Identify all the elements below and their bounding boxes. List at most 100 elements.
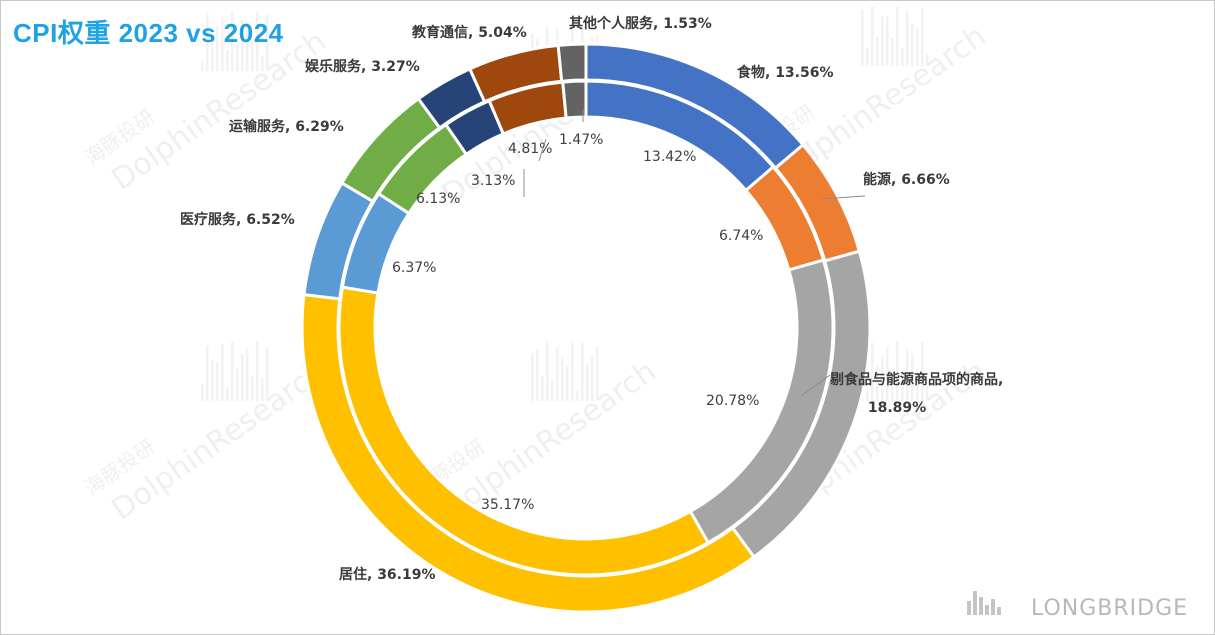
watermark-bar xyxy=(206,345,209,401)
inner-label-1: 6.74% xyxy=(719,228,763,244)
logo-text: LONGBRIDGE xyxy=(1031,596,1188,621)
watermark-bar xyxy=(551,379,554,401)
watermark-bar xyxy=(211,35,214,71)
logo-bar xyxy=(991,599,995,615)
watermark-bar xyxy=(211,359,214,401)
watermark-bar xyxy=(871,342,874,401)
outer-label-0: 食物, 13.56% xyxy=(737,64,834,81)
outer-label-6: 运输服务, 6.29% xyxy=(229,118,344,135)
watermark-bar xyxy=(241,353,244,401)
watermark-bar xyxy=(231,341,234,401)
watermark-bar xyxy=(241,19,244,71)
watermark-bar xyxy=(531,353,534,401)
watermark-bar xyxy=(246,348,249,401)
watermark-bar xyxy=(231,11,234,71)
watermark-bar xyxy=(256,11,259,72)
watermark-bar xyxy=(871,6,874,67)
watermark-bar xyxy=(921,341,924,401)
watermark-bar xyxy=(876,37,879,66)
watermark-bar xyxy=(586,364,589,401)
inner-label-5: 6.13% xyxy=(416,191,460,207)
watermark-bar xyxy=(876,365,879,401)
leader-line-1 xyxy=(800,374,831,397)
outer-label-9: 其他个人服务, 1.53% xyxy=(569,15,712,32)
logo-bar xyxy=(973,591,977,615)
watermark-bar xyxy=(236,45,239,71)
watermark-bar xyxy=(916,28,919,66)
watermark-bar xyxy=(916,369,919,401)
logo-bar xyxy=(979,597,983,615)
watermark-bar xyxy=(221,343,224,401)
watermark-bar xyxy=(906,10,909,66)
watermark-bar xyxy=(921,8,924,66)
watermark-bar xyxy=(861,10,864,66)
leader-line-5 xyxy=(370,243,375,265)
watermark-bar xyxy=(886,16,889,66)
inner-label-7: 4.81% xyxy=(508,141,552,157)
watermark-bar xyxy=(221,16,224,71)
outer-label-3: 18.89% xyxy=(868,400,926,416)
watermark-bar xyxy=(556,347,559,401)
watermark-bar xyxy=(866,48,869,66)
watermark-bar xyxy=(891,37,894,66)
watermark-bar xyxy=(881,356,884,401)
watermark-bar xyxy=(901,47,904,66)
watermark-bar xyxy=(201,61,204,71)
logo-bar xyxy=(985,605,989,615)
inner-label-6: 3.13% xyxy=(471,173,515,189)
watermark-bar xyxy=(246,22,249,71)
watermark-bar xyxy=(596,346,599,401)
watermark-bar xyxy=(911,353,914,401)
watermark-bar xyxy=(266,14,269,71)
inner-label-3: 35.17% xyxy=(481,497,534,513)
outer-label-8: 教育通信, 5.04% xyxy=(412,24,527,41)
watermark-bar xyxy=(896,6,899,67)
watermark-bar xyxy=(571,342,574,401)
leader-line-2 xyxy=(538,138,547,162)
watermark-bar xyxy=(251,376,254,401)
outer-label-1: 能源, 6.66% xyxy=(863,171,950,188)
watermark-bar xyxy=(536,349,539,401)
watermark-bar xyxy=(566,365,569,401)
inner-ring-slice-8 xyxy=(561,79,588,120)
watermark-bar xyxy=(866,390,869,401)
watermark-bar xyxy=(236,368,239,401)
watermark-bar xyxy=(901,375,904,401)
inner-label-0: 13.42% xyxy=(643,149,696,165)
watermark-bar xyxy=(926,53,929,66)
watermark-bar xyxy=(251,39,254,71)
outer-label-5: 医疗服务, 6.52% xyxy=(180,211,295,228)
watermark-bar xyxy=(576,390,579,401)
outer-label-7: 娱乐服务, 3.27% xyxy=(305,58,420,75)
watermark-bar xyxy=(896,341,899,401)
watermark-bar xyxy=(906,349,909,401)
watermark-bar xyxy=(266,347,269,401)
watermark-bar xyxy=(581,342,584,401)
logo-bar xyxy=(997,607,1001,615)
watermark-bar xyxy=(261,378,264,401)
outer-label-2: 剔食品与能源商品项的商品, xyxy=(829,371,1003,388)
watermark-bar xyxy=(541,375,544,401)
watermark-bar xyxy=(591,356,594,401)
watermark-bar xyxy=(546,341,549,401)
inner-label-8: 1.47% xyxy=(559,132,603,148)
watermark-bar xyxy=(216,26,219,71)
watermark-bar xyxy=(216,362,219,401)
watermark-bar xyxy=(261,55,264,71)
watermark-bar xyxy=(561,356,564,401)
outer-ring-slice-8 xyxy=(556,42,588,83)
longbridge-logo: LONGBRIDGE xyxy=(967,591,1188,621)
chart-title: CPI权重 2023 vs 2024 xyxy=(13,18,284,48)
watermark-bar xyxy=(891,379,894,401)
watermark-bar xyxy=(911,23,914,66)
watermark-bar xyxy=(881,16,884,67)
watermark-bar xyxy=(256,341,259,401)
watermark-bar xyxy=(201,383,204,401)
leader-line-0 xyxy=(820,195,866,200)
watermark-bar xyxy=(226,387,229,401)
inner-label-2: 20.78% xyxy=(706,393,759,409)
watermark-bar xyxy=(886,347,889,401)
logo-bar xyxy=(967,601,971,615)
